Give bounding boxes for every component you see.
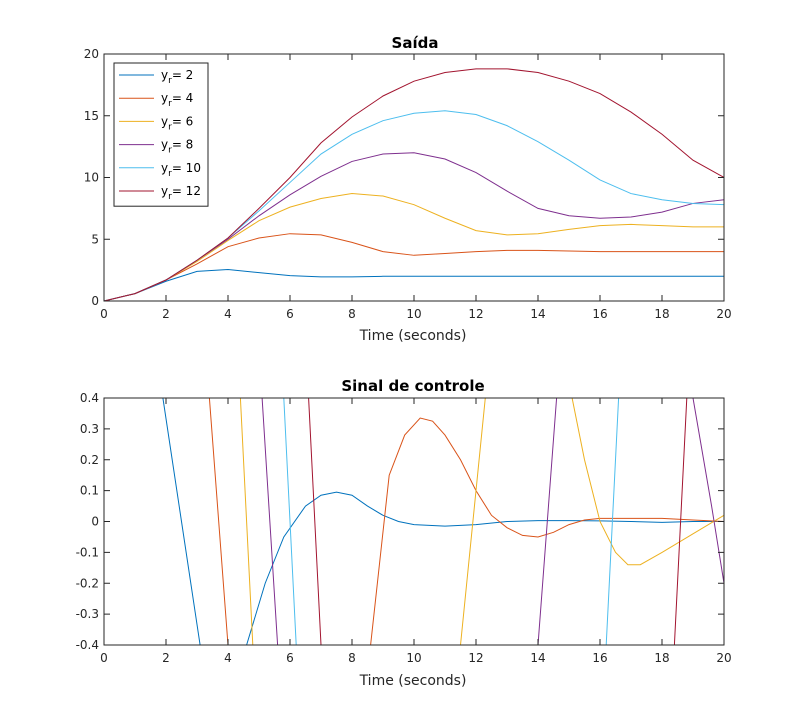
output-chart: 0 2 4 6 8 10 12 14 16 18 20 0 5 10 15 20 Saída Time (se…	[84, 34, 732, 344]
legend-entry: yr= 10	[161, 161, 201, 179]
x-tick-label: 8	[348, 651, 356, 665]
legend-entry: yr= 4	[161, 91, 193, 109]
x-axis-label: Time (seconds)	[359, 673, 467, 689]
chart-title: Saída	[392, 34, 439, 52]
axes-layer: 0 2 4 6 8 10 12 14 16 18 20 0 5 10 15 20	[84, 47, 732, 321]
y-tick-label: -0.1	[76, 545, 99, 559]
x-tick-label: 20	[716, 307, 731, 321]
x-axis-label: Time (seconds)	[359, 328, 467, 344]
series-line-4	[104, 398, 724, 645]
series-line-2	[104, 233, 724, 301]
x-tick-label: 10	[406, 651, 421, 665]
series-line-6	[104, 68, 724, 301]
x-tick-label: 12	[468, 307, 483, 321]
series-line-3	[104, 398, 724, 645]
series-line-1	[104, 269, 724, 301]
y-tick-label: -0.3	[76, 607, 99, 621]
series-layer	[104, 68, 724, 301]
y-tick-label: 15	[84, 109, 99, 123]
y-tick-label: 0	[91, 294, 99, 308]
y-tick-label: -0.2	[76, 576, 99, 590]
x-tick-label: 14	[530, 307, 545, 321]
legend-box	[113, 62, 209, 207]
x-tick-label: 16	[592, 307, 607, 321]
legend-entry: yr= 8	[161, 138, 193, 156]
legend: yr= 2 yr= 4 yr= 6 yr= 8 yr= 10 yr= 12	[113, 62, 209, 207]
x-tick-label: 10	[406, 307, 421, 321]
y-tick-label: 0.1	[80, 484, 99, 498]
series-line-2	[104, 398, 724, 645]
x-tick-label: 14	[530, 651, 545, 665]
x-tick-label: 2	[162, 651, 170, 665]
x-tick-label: 16	[592, 651, 607, 665]
chart-title: Sinal de controle	[341, 377, 484, 395]
x-tick-label: 0	[100, 651, 108, 665]
legend-entry: yr= 2	[161, 68, 193, 86]
x-tick-label: 12	[468, 651, 483, 665]
x-tick-label: 20	[716, 651, 731, 665]
y-tick-label: 20	[84, 47, 99, 61]
y-tick-label: 10	[84, 171, 99, 185]
x-tick-label: 0	[100, 307, 108, 321]
legend-entry: yr= 6	[161, 114, 193, 132]
legend-entry: yr= 12	[161, 184, 201, 202]
x-tick-label: 6	[286, 651, 294, 665]
control-signal-chart: 0 2 4 6 8 10 12 14 16 18 20 -0.4 -0.3 -0.2 -0.1 0 0.1 0.2…	[76, 377, 732, 689]
series-layer	[104, 398, 724, 645]
y-tick-label: 0.4	[80, 391, 99, 405]
x-tick-label: 18	[654, 307, 669, 321]
x-tick-label: 4	[224, 307, 232, 321]
y-tick-label: 5	[91, 232, 99, 246]
y-tick-label: -0.4	[76, 638, 99, 652]
y-tick-label: 0.2	[80, 453, 99, 467]
y-tick-label: 0.3	[80, 422, 99, 436]
series-line-3	[104, 193, 724, 301]
axes-layer: 0 2 4 6 8 10 12 14 16 18 20 -0.4 -0.3 -0.2 -0.1 0 0.1 0.2…	[76, 391, 732, 665]
x-tick-label: 18	[654, 651, 669, 665]
x-tick-label: 2	[162, 307, 170, 321]
y-tick-label: 0	[91, 515, 99, 529]
x-tick-label: 8	[348, 307, 356, 321]
x-tick-label: 4	[224, 651, 232, 665]
x-tick-label: 6	[286, 307, 294, 321]
